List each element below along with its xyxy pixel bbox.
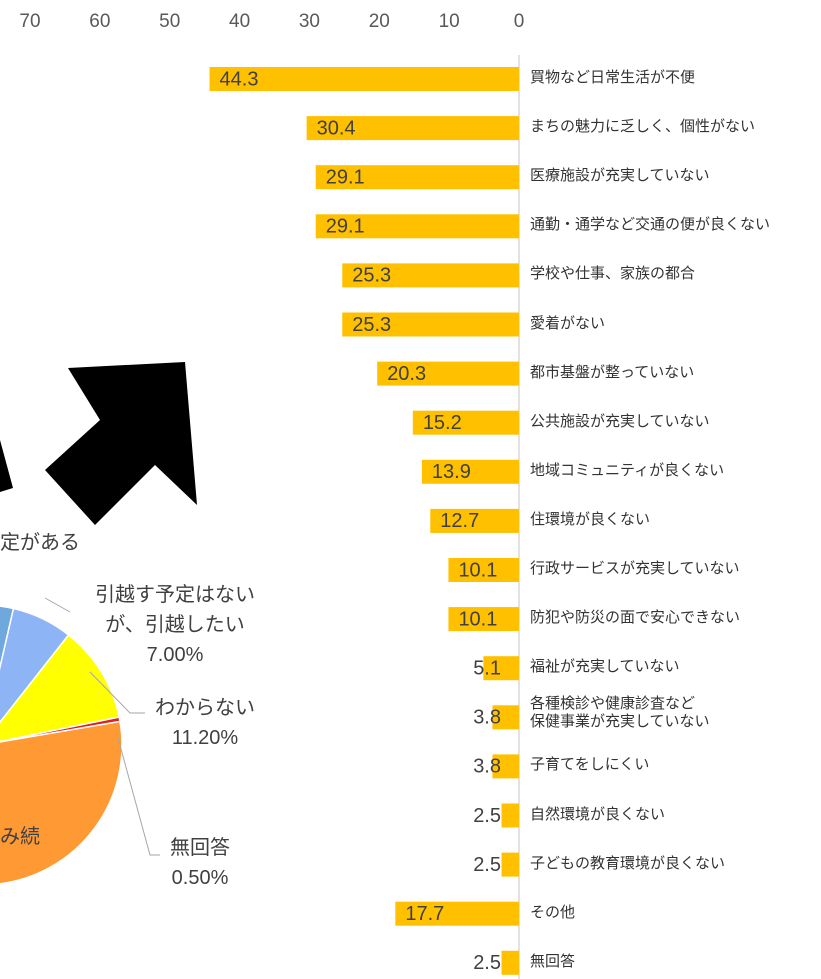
category-label: 各種検診や健康診査など 保健事業が充実していない: [530, 695, 710, 731]
value-label: 29.1: [326, 166, 365, 188]
bar: [430, 508, 519, 533]
bar: [377, 361, 519, 386]
category-label: 子どもの教育環境が良くない: [530, 854, 726, 872]
slice-name: 引越す予定はない が、引越したい: [95, 584, 255, 636]
value-label: 20.3: [387, 363, 426, 385]
value-label: 2.5: [473, 952, 501, 974]
arrow-fragment: [0, 440, 13, 492]
arrow: [45, 362, 197, 525]
category-label: 無回答: [530, 952, 576, 970]
value-label: 12.7: [440, 510, 479, 532]
bar: [342, 312, 519, 337]
x-tick-label: 40: [229, 11, 250, 32]
leader-line: [44, 597, 71, 613]
category-label: 愛着がない: [530, 314, 606, 332]
slice-value: 0.50%: [171, 867, 229, 889]
category-label: 学校や仕事、家族の都合: [530, 265, 696, 283]
bar: [501, 803, 519, 828]
pie-label: わからない 11.20%: [135, 693, 275, 753]
category-label: 公共施設が充実していない: [530, 412, 710, 430]
bar: [412, 410, 519, 435]
bar: [395, 901, 519, 926]
value-label: 17.7: [405, 903, 444, 925]
category-label: 子育てをしにくい: [530, 756, 650, 774]
value-label: 10.1: [458, 559, 497, 581]
bar: [448, 558, 519, 582]
pie-label: 無回答 0.50%: [140, 833, 260, 893]
x-tick-label: 10: [439, 11, 460, 32]
category-label: 自然環境が良くない: [530, 805, 666, 823]
category-label: 通勤・通学など交通の便が良くない: [530, 216, 771, 234]
pie-slice: [0, 720, 123, 885]
bar: [209, 67, 520, 91]
leader-line: [89, 671, 145, 714]
category-label: 行政サービスが充実していない: [530, 560, 740, 577]
category-label: その他: [530, 903, 576, 921]
value-label: 5.1: [473, 657, 501, 679]
leader-line: [117, 737, 160, 856]
value-label: 2.5: [473, 854, 501, 876]
bar: [483, 656, 519, 681]
bar: [306, 116, 519, 141]
value-label: 10.1: [458, 608, 497, 630]
slice-value: 7.00%: [146, 644, 204, 666]
value-label: 25.3: [352, 265, 391, 287]
slice-name: わからない: [155, 697, 255, 719]
bar: [492, 705, 519, 730]
bar: [342, 263, 519, 288]
x-tick-label: 50: [159, 11, 180, 32]
value-label: 44.3: [220, 68, 259, 90]
bar: [315, 165, 519, 190]
category-label: 都市基盤が整っていない: [530, 363, 695, 381]
x-tick-label: 30: [299, 11, 320, 32]
value-label: 15.2: [423, 412, 462, 434]
bar: [501, 950, 519, 975]
slice-name: 住み続: [0, 826, 40, 848]
x-tick-label: 60: [89, 11, 110, 32]
slice-name: 無回答: [170, 837, 230, 859]
category-label: 防犯や防災の面で安心できない: [530, 609, 741, 627]
category-label: 地域コミュニティが良くない: [530, 461, 725, 479]
value-label: 29.1: [326, 216, 365, 238]
value-label: 3.8: [473, 707, 501, 729]
pie-slice: [0, 605, 15, 671]
pie-label: 予定がある%: [0, 528, 120, 588]
slice-value: 11.20%: [171, 727, 239, 749]
x-tick-label: 70: [19, 11, 40, 32]
category-label: 買物など日常生活が不便: [530, 69, 696, 86]
value-label: 30.4: [317, 117, 356, 139]
category-label: 住環境が良くない: [530, 510, 651, 528]
category-label: まちの魅力に乏しく、個性がない: [530, 118, 756, 136]
category-label: 医療施設が充実していない: [530, 167, 710, 185]
x-tick-label: 20: [369, 11, 390, 32]
bar: [315, 214, 519, 239]
value-label: 3.8: [473, 756, 501, 778]
category-label: 福祉が充実していない: [530, 658, 680, 676]
bar: [421, 459, 519, 484]
value-label: 13.9: [432, 461, 471, 483]
pie-label: 引越す予定はない が、引越したい 7.00%: [70, 580, 280, 670]
slice-name: 予定がある: [0, 532, 80, 554]
bar: [501, 852, 519, 877]
bar: [448, 607, 519, 632]
bar: [492, 754, 519, 779]
pie-slice: [0, 633, 121, 743]
x-tick-label: 0: [514, 11, 525, 32]
value-label: 2.5: [473, 805, 501, 827]
value-label: 25.3: [352, 314, 391, 336]
pie-label: 住み続: [0, 822, 65, 852]
